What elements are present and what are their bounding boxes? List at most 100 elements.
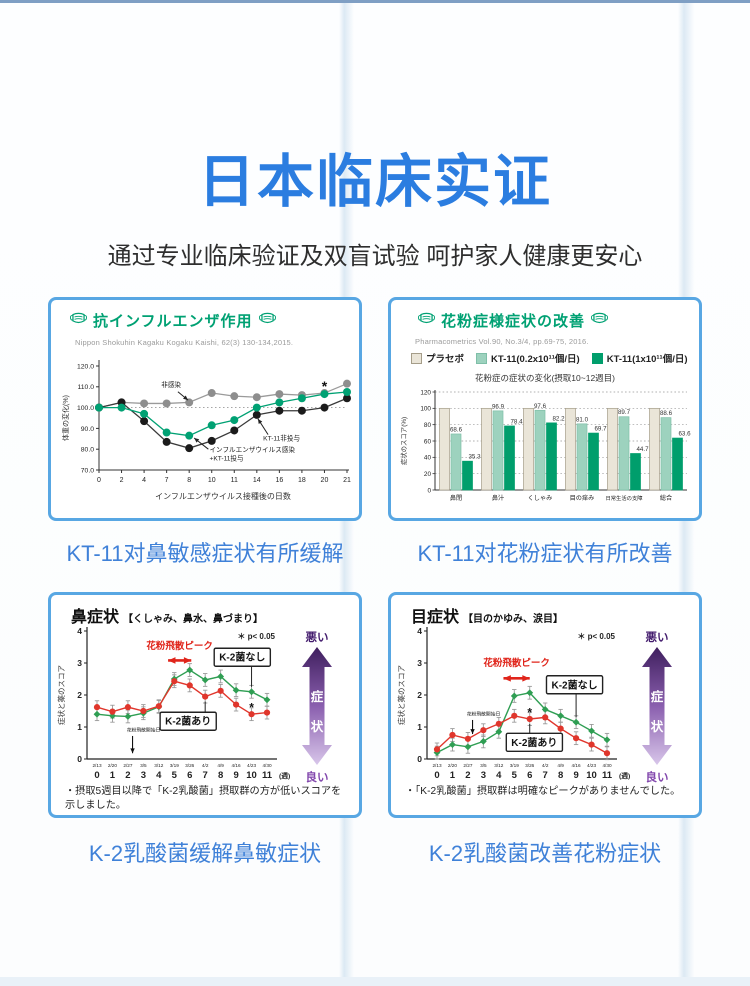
mask-icon — [258, 311, 277, 330]
svg-text:16: 16 — [275, 477, 283, 484]
svg-text:18: 18 — [298, 477, 306, 484]
svg-text:0: 0 — [427, 487, 431, 494]
panel-eye: 目症状 【目のかゆみ、涙目】 0 1 2 3 4 2/13 2/20 2/27 3/5 3/12 3… — [388, 592, 702, 818]
caption-eye: K-2乳酸菌改善花粉症状 — [428, 841, 662, 866]
panel-eye-heading: 目症状 【目のかゆみ、涙目】 — [411, 603, 563, 627]
svg-text:K-2菌あり: K-2菌あり — [511, 736, 557, 749]
svg-text:＊ p< 0.05: ＊ p< 0.05 — [237, 632, 275, 641]
svg-text:インフルエンザウイルス感染: インフルエンザウイルス感染 — [209, 445, 295, 454]
svg-text:2/20: 2/20 — [448, 763, 458, 768]
svg-text:8: 8 — [558, 770, 563, 781]
citation-text: Pharmacometrics Vol.90, No.3/4, pp.69-75… — [415, 337, 589, 346]
svg-text:82.2: 82.2 — [552, 415, 565, 422]
svg-text:1: 1 — [417, 722, 422, 732]
svg-text:89.7: 89.7 — [618, 409, 631, 416]
svg-text:4/9: 4/9 — [217, 763, 224, 768]
influenza-chart: 70.0 80.0 90.0 100.0 110.0 120.0 0 2 4 7 8 10 11 14 16… — [61, 360, 351, 501]
svg-text:2: 2 — [125, 770, 130, 781]
svg-text:110.0: 110.0 — [77, 384, 94, 391]
svg-text:3: 3 — [141, 770, 146, 781]
svg-text:5: 5 — [172, 770, 178, 781]
svg-text:14: 14 — [253, 477, 261, 484]
svg-text:目の痒み: 目の痒み — [570, 494, 595, 502]
panel-pollen-heading: 花粉症様症状の改善 — [417, 310, 609, 331]
svg-text:良い: 良い — [646, 770, 669, 784]
caption-pollen: KT-11对花粉症状有所改善 — [417, 541, 673, 566]
svg-text:10: 10 — [208, 477, 216, 484]
svg-text:K-2菌なし: K-2菌なし — [551, 678, 597, 691]
svg-text:状: 状 — [651, 719, 664, 734]
svg-text:4: 4 — [496, 770, 502, 781]
svg-text:44.7: 44.7 — [636, 446, 649, 453]
caption-influenza: KT-11对鼻敏感症状有所缓解 — [66, 541, 344, 566]
svg-text:4/16: 4/16 — [572, 763, 582, 768]
svg-text:悪い: 悪い — [306, 631, 329, 644]
svg-text:7: 7 — [203, 770, 208, 781]
svg-text:3/5: 3/5 — [480, 763, 487, 768]
caption-nasal: K-2乳酸菌缓解鼻敏症状 — [88, 841, 322, 866]
legend-swatch — [476, 352, 488, 364]
svg-text:症状と薬のスコア: 症状と薬のスコア — [396, 665, 406, 725]
svg-text:69.7: 69.7 — [594, 426, 607, 433]
svg-text:4: 4 — [417, 626, 422, 636]
svg-text:+KT-11投与: +KT-11投与 — [209, 454, 243, 463]
panel-pollen: 花粉症様症状の改善 Pharmacometrics Vol.90, No.3/4… — [388, 297, 702, 521]
svg-text:7: 7 — [165, 477, 169, 484]
svg-text:35.3: 35.3 — [468, 454, 481, 461]
panel-eye-title: 目症状 — [411, 609, 460, 626]
svg-text:11: 11 — [231, 477, 238, 484]
pollen-chart-subtitle: 花粉症の症状の変化(摂取10~12週目) — [474, 373, 616, 383]
panel-pollen-title: 花粉症様症状の改善 — [441, 313, 586, 330]
panel-nasal: 鼻症状 【くしゃみ、鼻水、鼻づまり】 0 1 2 3 4 2/13 2/20 2/27 3/5 3… — [48, 592, 362, 818]
legend-swatch — [591, 352, 603, 364]
svg-text:78.4: 78.4 — [510, 418, 523, 425]
top-divider — [0, 0, 750, 3]
svg-text:11: 11 — [262, 770, 273, 781]
svg-text:(週): (週) — [279, 771, 290, 780]
svg-text:6: 6 — [187, 770, 192, 781]
page-subtitle: 通过专业临床验证及双盲试验 呵护家人健康更安心 — [107, 243, 643, 270]
svg-text:2: 2 — [465, 770, 470, 781]
panel-nasal-heading: 鼻症状 【くしゃみ、鼻水、鼻づまり】 — [71, 603, 263, 627]
svg-text:＊ p< 0.05: ＊ p< 0.05 — [577, 632, 615, 641]
svg-text:*: * — [527, 706, 532, 720]
svg-text:*: * — [249, 700, 254, 714]
svg-text:K-2菌あり: K-2菌あり — [165, 715, 211, 728]
svg-text:0: 0 — [434, 770, 439, 781]
svg-text:KT-11非投与: KT-11非投与 — [263, 433, 300, 442]
panel-nasal-subtitle: 【くしゃみ、鼻水、鼻づまり】 — [123, 614, 264, 625]
svg-text:悪い: 悪い — [646, 631, 669, 644]
page-title: 日本临床实证 — [198, 150, 552, 215]
svg-text:3/19: 3/19 — [170, 763, 180, 768]
svg-text:21: 21 — [343, 477, 351, 484]
svg-text:120.0: 120.0 — [77, 363, 94, 370]
svg-text:3/5: 3/5 — [140, 763, 147, 768]
svg-text:4/30: 4/30 — [262, 763, 272, 768]
mask-icon — [417, 311, 436, 330]
svg-text:100.0: 100.0 — [77, 405, 94, 412]
mask-icon — [590, 311, 609, 330]
svg-text:20: 20 — [321, 477, 329, 484]
legend-item: KT-11(0.2x10¹¹個/日) — [476, 351, 580, 365]
svg-text:97.6: 97.6 — [534, 403, 547, 410]
svg-text:日常生活の支障: 日常生活の支障 — [605, 494, 643, 502]
legend-swatch — [411, 352, 422, 364]
svg-text:120: 120 — [420, 389, 431, 396]
svg-text:鼻閉: 鼻閉 — [450, 494, 462, 502]
svg-text:3/19: 3/19 — [510, 763, 520, 768]
svg-text:花粉飛散開始日: 花粉飛散開始日 — [127, 726, 161, 733]
legend-label: KT-11(1x10¹¹個/日) — [606, 354, 688, 365]
citation-text: Nippon Shokuhin Kagaku Kogaku Kaishi, 62… — [75, 338, 294, 347]
svg-text:3: 3 — [417, 658, 422, 668]
svg-text:10: 10 — [586, 770, 597, 781]
svg-text:症状のスコア(%): 症状のスコア(%) — [399, 417, 408, 465]
svg-text:症状と薬のスコア: 症状と薬のスコア — [56, 665, 66, 725]
panel-nasal-title: 鼻症状 — [71, 609, 120, 626]
svg-text:2/13: 2/13 — [432, 763, 442, 768]
svg-text:1: 1 — [450, 770, 456, 781]
svg-text:症: 症 — [651, 689, 664, 704]
svg-text:4: 4 — [77, 626, 82, 636]
svg-text:K-2菌なし: K-2菌なし — [219, 651, 265, 664]
